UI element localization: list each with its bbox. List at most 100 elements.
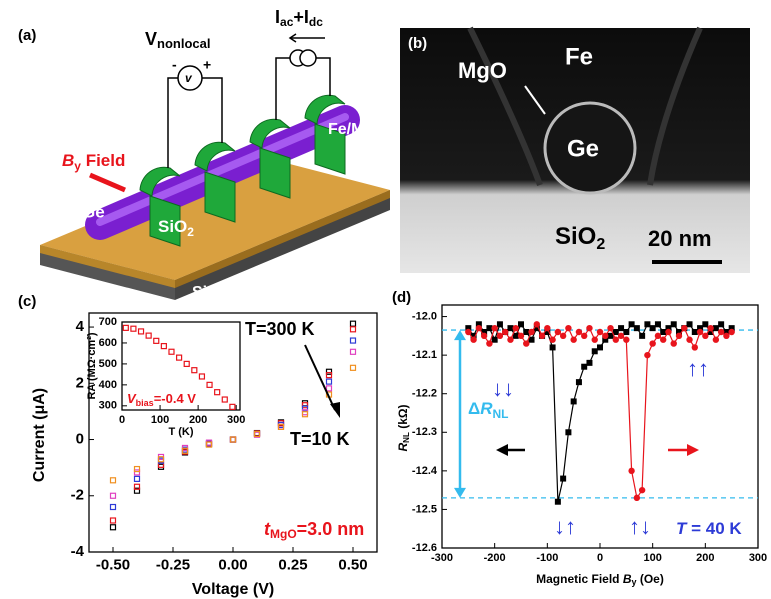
- data-point: [612, 336, 619, 343]
- data-point: [133, 465, 141, 473]
- y-tick-label: -12.2: [412, 388, 437, 400]
- data-point: [109, 477, 117, 484]
- data-point: [581, 332, 588, 340]
- data-point: [130, 325, 137, 332]
- data-point: [229, 436, 237, 443]
- data-point: [686, 336, 693, 343]
- delta-arrowhead: [454, 330, 466, 341]
- data-point: [229, 436, 237, 443]
- data-point: [109, 517, 117, 524]
- data-point: [229, 436, 237, 443]
- data-point: [175, 354, 183, 361]
- data-point: [512, 332, 519, 339]
- data-point: [707, 324, 714, 332]
- annotation-arrow: [304, 344, 336, 411]
- data-point: [612, 329, 619, 335]
- data-point: [206, 381, 213, 388]
- x-tick-label: 300: [227, 414, 245, 426]
- mgo-arrow: [524, 85, 546, 115]
- text-part: y: [632, 577, 637, 587]
- data-point: [697, 325, 704, 332]
- data-point: [538, 332, 546, 340]
- scale-bar-label: 20 nm: [648, 226, 712, 251]
- y-tick-label: 300: [99, 400, 117, 412]
- x-axis-label: Magnetic Field By (Oe): [536, 572, 664, 587]
- y-tick-label: -12.4: [412, 465, 438, 477]
- data-point: [475, 324, 483, 332]
- data-point: [597, 344, 603, 351]
- data-point: [665, 328, 672, 336]
- data-point: [253, 430, 261, 438]
- data-point: [349, 326, 357, 333]
- y-tick-label: 700: [99, 316, 117, 328]
- meter-minus: -: [172, 57, 177, 73]
- data-point: [480, 332, 488, 340]
- ge-label: Ge: [567, 135, 599, 162]
- annotation-arrowhead: [330, 402, 340, 418]
- data-point: [723, 329, 730, 335]
- data-point: [470, 332, 477, 339]
- panel-label: (b): [408, 35, 427, 52]
- data-point: [570, 336, 577, 343]
- data-point: [325, 368, 333, 375]
- data-point: [470, 336, 477, 343]
- data-point: [133, 475, 141, 482]
- x-axis-label: Voltage (V): [192, 581, 274, 598]
- fe-label: Fe: [565, 43, 593, 70]
- data-point: [325, 372, 333, 379]
- data-point: [670, 340, 677, 347]
- data-point: [565, 324, 572, 332]
- data-point: [486, 340, 493, 347]
- data-point: [633, 494, 641, 502]
- data-point: [523, 329, 530, 335]
- magnetization-arrows: ↓↓: [492, 376, 514, 401]
- data-point: [649, 340, 656, 347]
- x-tick-label: 0.50: [338, 556, 367, 573]
- data-point: [575, 379, 582, 386]
- magnetization-arrows: ↑↑: [687, 356, 709, 381]
- sio2-label: SiO2: [555, 223, 605, 253]
- data-point: [507, 325, 514, 332]
- x-tick-label: -300: [431, 552, 453, 564]
- data-point: [607, 332, 614, 339]
- y-tick-label: 400: [99, 379, 117, 391]
- data-point: [675, 332, 683, 340]
- data-point: [712, 325, 719, 332]
- bias-annotation: Vbias=-0.4 V: [127, 391, 196, 408]
- data-point: [475, 321, 482, 328]
- data-point: [465, 325, 472, 332]
- data-point: [349, 320, 357, 327]
- data-point: [712, 336, 720, 343]
- panel-b: (b) Fe MgO Ge SiO2 20 nm: [400, 26, 750, 273]
- data-point: [214, 389, 221, 396]
- magnetization-arrows: ↑↓: [629, 514, 651, 539]
- data-point: [628, 321, 635, 328]
- data-point: [686, 321, 693, 328]
- sio2-label: SiO2: [158, 217, 194, 239]
- text-part: =-0.4 V: [154, 391, 197, 406]
- y-tick-label: 600: [99, 337, 117, 349]
- data-point: [575, 328, 583, 336]
- data-point: [157, 461, 165, 468]
- data-point: [549, 336, 556, 343]
- panel-a: (a) Vnonlocal - v + Iac+Idc By Field Ge …: [18, 7, 390, 301]
- data-point: [554, 498, 561, 505]
- data-point: [707, 329, 714, 335]
- y-axis-label: RA (MΩ·cm²): [86, 332, 98, 399]
- data-point: [502, 328, 509, 336]
- data-point: [191, 367, 198, 374]
- text-part: (kΩ): [396, 405, 410, 433]
- data-point: [691, 329, 698, 335]
- data-point: [349, 364, 357, 371]
- data-point: [544, 324, 551, 332]
- sio2-front: [40, 245, 175, 288]
- data-point: [496, 332, 504, 340]
- data-point: [681, 324, 688, 332]
- data-point: [183, 360, 190, 368]
- data-point: [109, 503, 117, 511]
- data-point: [723, 332, 730, 340]
- data-point: [325, 378, 333, 385]
- data-point: [654, 332, 662, 340]
- text-part: =3.0 nm: [297, 519, 365, 539]
